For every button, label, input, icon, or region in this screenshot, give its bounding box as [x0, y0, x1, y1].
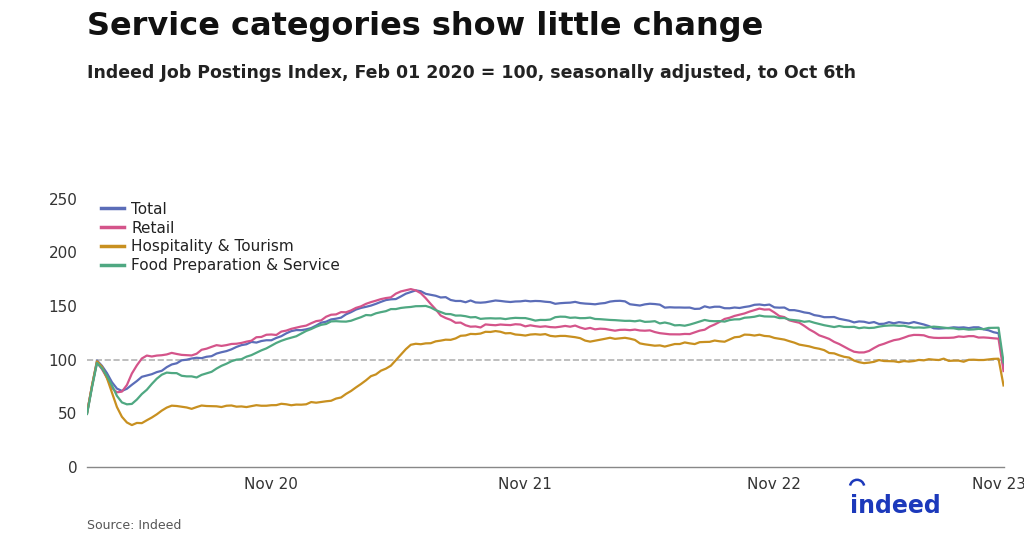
Legend: Total, Retail, Hospitality & Tourism, Food Preparation & Service: Total, Retail, Hospitality & Tourism, Fo…: [94, 195, 346, 279]
Text: Indeed Job Postings Index, Feb 01 2020 = 100, seasonally adjusted, to Oct 6th: Indeed Job Postings Index, Feb 01 2020 =…: [87, 64, 856, 83]
Text: Source: Indeed: Source: Indeed: [87, 519, 181, 532]
Text: Service categories show little change: Service categories show little change: [87, 11, 763, 42]
Text: indeed: indeed: [850, 494, 941, 518]
